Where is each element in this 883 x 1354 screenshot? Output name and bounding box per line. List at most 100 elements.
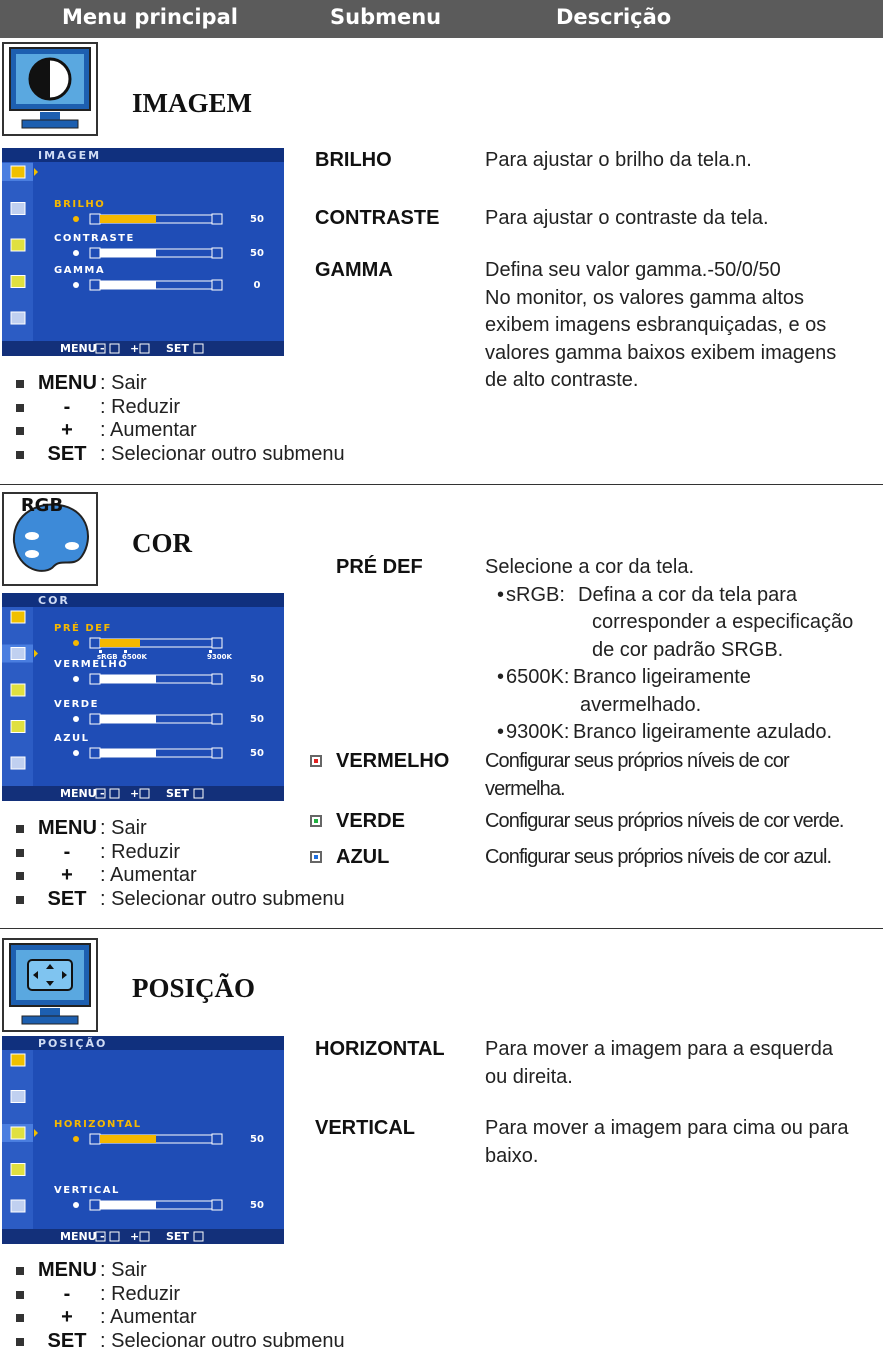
osd-scale-tick [99,650,102,653]
list-bullet [16,427,24,435]
osd-footer-icon [139,788,150,799]
osd-plus [211,713,223,725]
key-name: + [61,864,73,886]
osd-item-value: 50 [250,674,264,685]
osd-item-label: HORIZONTAL [54,1119,142,1130]
key-action: : Aumentar [100,1306,197,1328]
osd-slider-fill [100,249,156,257]
osd-icon [10,238,26,252]
option-name: 6500K: [497,665,569,689]
description-line: Defina a cor da tela para [578,583,798,606]
description-line: de alto contraste. [485,369,639,391]
submenu-name: VERTICAL [315,1117,415,1139]
submenu-name: VERMELHO [336,750,450,772]
key-action: : Sair [100,817,147,839]
option-name: 9300K: [497,720,569,744]
osd-footer-label: + [130,787,139,800]
osd-item-label: CONTRASTE [54,233,135,244]
header-column: Submenu [330,5,442,29]
color-marker [310,815,322,827]
osd-icon [10,1090,26,1103]
submenu-name: HORIZONTAL [315,1038,445,1060]
header-column: Descrição [556,5,672,29]
osd-icon [10,1053,26,1067]
osd-item-value: 50 [250,748,264,759]
osd-item-icon [73,1136,79,1142]
osd-item-label: VERDE [54,699,99,710]
key-name: + [61,419,73,441]
osd-plus [211,279,223,291]
osd-footer-label: SET [166,342,189,355]
osd-item-value: 50 [250,1134,264,1145]
osd-icon [10,720,26,733]
palette-icon: RGB [2,492,98,586]
osd-item-label: BRILHO [54,199,105,210]
osd-title-bar [2,148,284,162]
submenu-name: VERDE [336,810,405,832]
submenu-name: CONTRASTE [315,207,440,229]
osd-slider-fill [100,749,156,757]
osd-screen: POSIÇÃO MENU - + SET HORIZONTAL 50 VERTICAL 50 [2,1036,284,1244]
osd-item-icon [73,676,79,682]
osd-footer-icon [109,343,120,354]
description-line: avermelhado. [580,693,702,716]
list-bullet [16,848,24,857]
list-bullet [16,1314,24,1322]
description-line: ou direita. [485,1065,573,1088]
osd-slider-fill [100,1201,156,1209]
osd-item-label: VERTICAL [54,1185,120,1196]
description-line: No monitor, os valores gamma altos [485,286,805,309]
list-bullet [16,825,24,833]
header-bar: Menu principal Submenu Descrição [0,0,883,38]
key-action: : Selecionar outro submenu [100,442,345,465]
key-name: SET [47,442,87,465]
osd-plus [211,213,223,225]
color-marker [310,851,322,863]
osd-footer [2,341,284,356]
description-line: Para ajustar o contraste da tela. [485,207,769,229]
key-action: : Sair [100,1259,147,1281]
submenu-name: GAMMA [315,259,393,281]
key-action: : Aumentar [100,419,197,441]
section-divider [0,928,883,929]
description-line: Para ajustar o brilho da tela.n. [485,149,752,171]
osd-title: IMAGEM [38,149,101,162]
osd-footer-label: MENU [60,1230,97,1243]
osd-arrow [34,1129,38,1137]
osd-title-bar [2,593,284,607]
osd-plus [211,637,223,649]
description-line: Para mover a imagem para cima ou para [485,1117,849,1139]
osd-slider-fill [100,675,156,683]
osd-footer-label: + [130,342,139,355]
osd-icon [10,1126,26,1140]
key-name: SET [47,1329,87,1352]
section-title: IMAGEM [132,88,252,118]
description-line: valores gamma baixos exibem imagens [485,341,837,364]
osd-icon [10,275,26,288]
osd-icon [10,1199,26,1213]
osd-item-icon [73,216,79,222]
osd-footer-label: SET [166,1230,189,1243]
osd-icon [10,202,26,215]
osd-slider-fill [100,281,156,289]
osd-title: COR [38,594,70,607]
osd-footer-icon [109,788,120,799]
submenu-name: PRÉ DEF [336,556,423,578]
list-bullet [16,1267,24,1275]
key-name: SET [47,887,87,910]
description-line: Configurar seus próprios níveis de cor a… [485,846,832,868]
monitor-icon [2,938,98,1032]
description-line: Defina seu valor gamma.-50/0/50 [485,259,781,281]
osd-screen: IMAGEM MENU - + SET BRILHO 50 CONTRASTE 50 GAMMA 0 [2,148,284,356]
osd-footer-icon [139,1231,150,1242]
osd-footer-icon [193,1231,204,1242]
osd-slider-fill [100,1135,156,1143]
key-name: MENU [38,372,97,394]
key-name: + [61,1306,73,1328]
key-action: : Selecionar outro submenu [100,887,345,910]
osd-item-value: 50 [250,248,264,259]
key-action: : Reduzir [100,840,181,863]
description-line: Selecione a cor da tela. [485,556,695,578]
osd-footer-label: - [100,787,105,800]
